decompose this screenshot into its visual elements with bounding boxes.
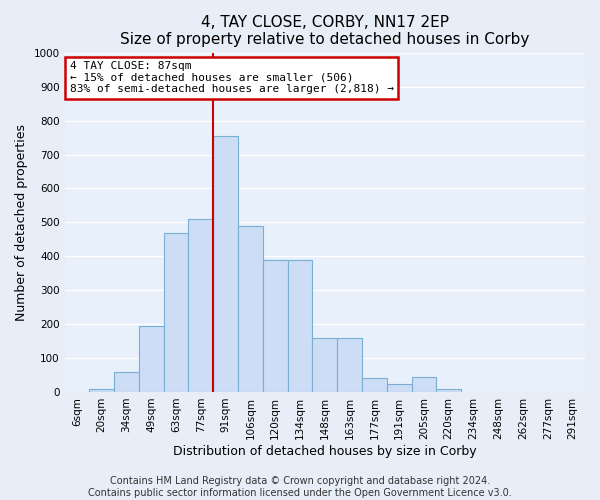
Bar bbox=[436, 388, 461, 392]
Bar bbox=[387, 384, 412, 392]
Bar bbox=[139, 326, 164, 392]
Bar bbox=[287, 260, 313, 392]
Bar bbox=[238, 226, 263, 392]
X-axis label: Distribution of detached houses by size in Corby: Distribution of detached houses by size … bbox=[173, 444, 476, 458]
Bar bbox=[114, 372, 139, 392]
Bar bbox=[213, 136, 238, 392]
Bar bbox=[263, 260, 287, 392]
Bar bbox=[164, 232, 188, 392]
Title: 4, TAY CLOSE, CORBY, NN17 2EP
Size of property relative to detached houses in Co: 4, TAY CLOSE, CORBY, NN17 2EP Size of pr… bbox=[120, 15, 529, 48]
Bar bbox=[337, 338, 362, 392]
Y-axis label: Number of detached properties: Number of detached properties bbox=[15, 124, 28, 321]
Bar bbox=[89, 388, 114, 392]
Text: Contains HM Land Registry data © Crown copyright and database right 2024.
Contai: Contains HM Land Registry data © Crown c… bbox=[88, 476, 512, 498]
Bar bbox=[412, 377, 436, 392]
Text: 4 TAY CLOSE: 87sqm
← 15% of detached houses are smaller (506)
83% of semi-detach: 4 TAY CLOSE: 87sqm ← 15% of detached hou… bbox=[70, 61, 394, 94]
Bar bbox=[362, 378, 387, 392]
Bar bbox=[188, 219, 213, 392]
Bar bbox=[313, 338, 337, 392]
